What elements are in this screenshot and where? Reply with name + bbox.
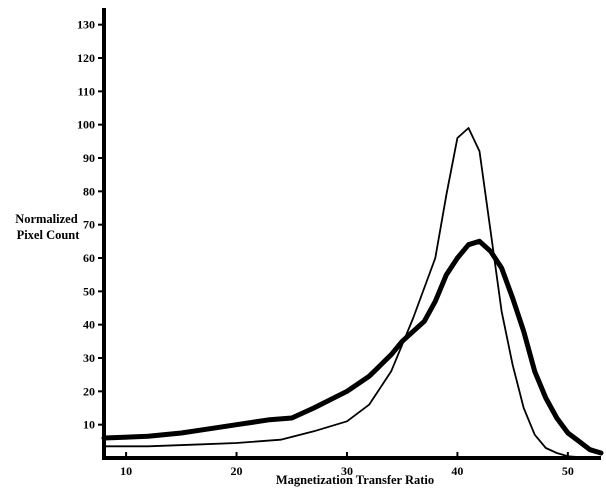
x-axis-title: Magnetization Transfer Ratio bbox=[276, 473, 434, 487]
y-axis-title-line-1: Normalized bbox=[15, 212, 78, 226]
y-tick-label: 70 bbox=[83, 218, 95, 232]
y-tick-label: 50 bbox=[83, 284, 95, 298]
y-tick-label: 30 bbox=[83, 351, 95, 365]
x-tick-label: 50 bbox=[562, 464, 574, 478]
x-tick-label: 10 bbox=[120, 464, 132, 478]
x-tick-label: 20 bbox=[231, 464, 243, 478]
y-tick-label: 80 bbox=[83, 184, 95, 198]
y-tick-label: 100 bbox=[77, 118, 95, 132]
axes bbox=[102, 8, 601, 460]
y-tick-label: 120 bbox=[77, 51, 95, 65]
series-line-thick bbox=[101, 238, 604, 456]
series-line-thin bbox=[103, 127, 591, 459]
x-tick-label: 30 bbox=[341, 464, 353, 478]
y-axis-title: Normalized Pixel Count bbox=[15, 212, 81, 242]
y-tick-label: 90 bbox=[83, 151, 95, 165]
y-tick-label: 40 bbox=[83, 318, 95, 332]
y-tick-label: 60 bbox=[83, 251, 95, 265]
y-tick-label: 130 bbox=[77, 18, 95, 32]
y-tick-label: 20 bbox=[83, 384, 95, 398]
ticks: 10 20 30 40 50 60 70 80 90 100 110 120 130 10 20 30 40 50 bbox=[77, 18, 574, 478]
x-tick-label: 40 bbox=[451, 464, 463, 478]
y-tick-label: 110 bbox=[78, 84, 95, 98]
y-axis-title-line-2: Pixel Count bbox=[17, 228, 81, 242]
y-tick-label: 10 bbox=[83, 418, 95, 432]
series-layer bbox=[101, 127, 604, 459]
